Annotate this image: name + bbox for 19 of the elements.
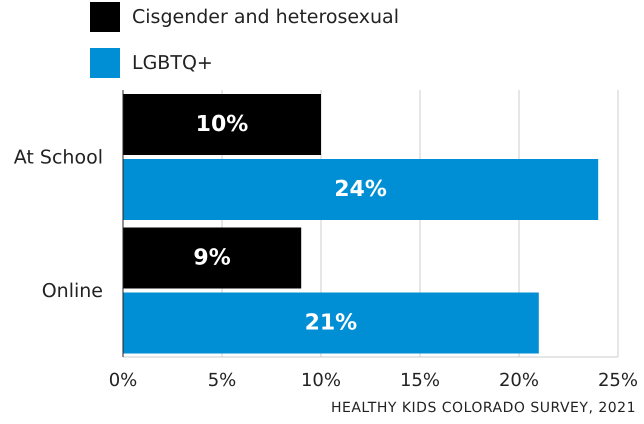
- x-tick-label: 10%: [300, 370, 342, 391]
- bar: [123, 159, 598, 220]
- legend-label: Cisgender and heterosexual: [132, 6, 399, 28]
- data-label: 9%: [193, 246, 231, 271]
- data-label: 21%: [304, 310, 358, 336]
- x-tick-label: 5%: [208, 370, 236, 391]
- bar: [123, 292, 539, 354]
- bar: [123, 94, 321, 156]
- bar: [123, 228, 302, 289]
- data-label: 24%: [334, 177, 387, 202]
- y-tick-label: At School: [14, 146, 103, 168]
- legend-label: LGBTQ+: [132, 52, 213, 74]
- y-tick-label: Online: [42, 280, 103, 302]
- data-label: 10%: [196, 112, 248, 138]
- text: HEALTHY KIDS COLORADO SURVEY, 2021: [330, 400, 636, 416]
- x-tick-label: 15%: [400, 370, 440, 391]
- x-tick-label: 25%: [598, 370, 638, 391]
- x-tick-label: 20%: [498, 370, 540, 391]
- x-tick-label: 0%: [108, 370, 138, 391]
